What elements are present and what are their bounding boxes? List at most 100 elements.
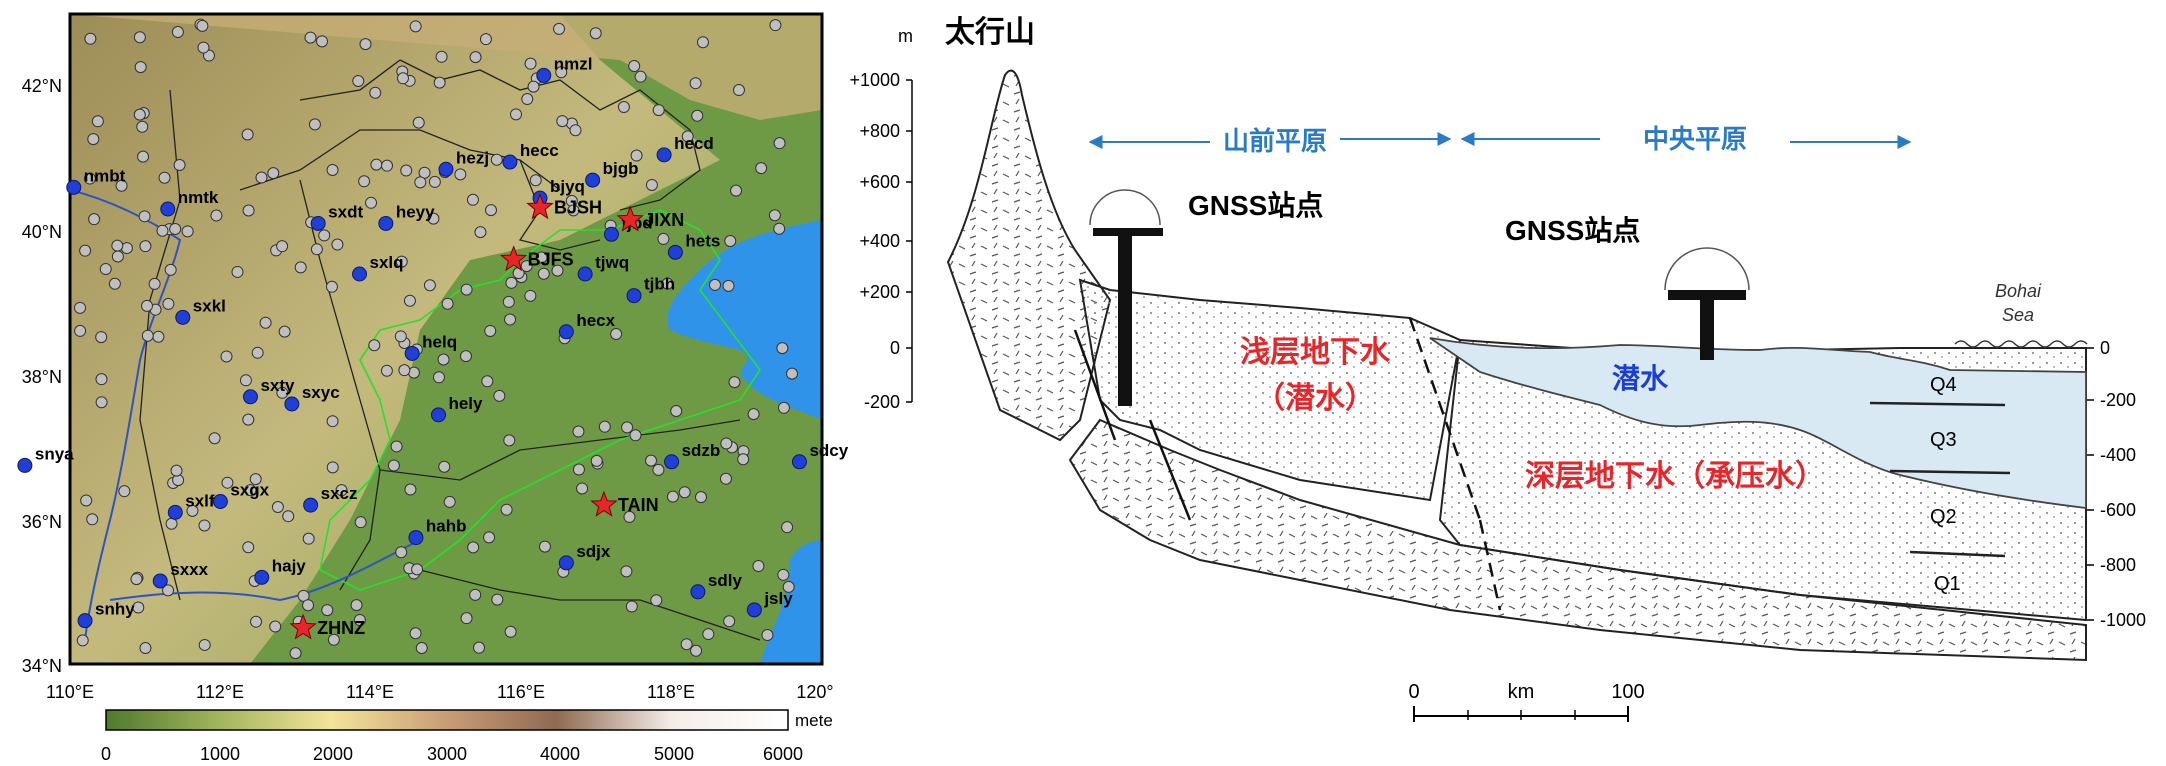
hydrogeologic-cross-section: 太行山 m +1000 +800 +600 +400 +200 0 -200 0 [849,16,2146,722]
grey-station-marker [242,541,255,554]
thrust-lines [1073,329,1192,521]
blue-station-label: hahb [426,517,467,536]
grey-station-marker [165,517,178,530]
blue-station-marker [656,147,672,163]
grey-station-marker [467,541,480,554]
grey-station-marker [282,510,295,523]
blue-station-marker [378,215,394,231]
grey-station-marker [720,437,733,450]
blue-station-label: snhy [95,600,135,619]
blue-station-marker [502,154,518,170]
grey-station-marker [95,373,108,386]
grey-station-marker [169,222,182,235]
grey-station-marker [537,267,550,280]
grey-station-marker [95,396,108,409]
grey-station-marker [141,329,154,342]
blue-station-label: heyy [396,202,435,221]
grey-station-marker [80,494,93,507]
grey-station-marker [259,316,272,329]
blue-station-label: tjwq [595,253,629,272]
grey-station-marker [395,255,408,268]
blue-station-marker [577,266,593,282]
grey-station-marker [271,500,284,513]
taihang-mountain [946,69,1112,442]
blue-station-marker [408,530,424,546]
grey-station-marker [678,486,691,499]
grey-station-marker [483,531,496,544]
colorbar-tick-3000: 3000 [427,744,467,764]
grey-station-marker [650,594,663,607]
blue-station-label: nmzl [554,54,593,73]
grey-station-marker [181,225,194,238]
grey-station-marker [380,364,393,377]
lon-tick-118: 118°E [647,682,695,702]
blue-station-label: hely [448,394,483,413]
right-axis-tick-marks [2086,347,2094,621]
grey-station-marker [173,159,186,172]
grey-station-marker [353,613,366,626]
grey-station-marker [427,212,440,225]
left-tick-0: 0 [890,338,900,358]
grey-station-marker [95,331,108,344]
grey-station-marker [359,38,372,51]
station-map: nmzl nmbt nmtk hezj hecc hecd bjgb bjyq sxdt heyy… [17,12,849,764]
grey-station-marker [625,600,638,613]
reference-star-label: BJFS [528,250,574,270]
grey-station-marker [241,128,254,141]
blue-station-label: sxty [260,376,295,395]
grey-station-marker [466,193,479,206]
grey-station-marker [645,454,658,467]
blue-station-marker [303,497,319,513]
grey-station-marker [551,264,564,277]
grey-station-marker [76,634,89,647]
grey-station-marker [84,32,97,45]
grey-station-marker [244,484,257,497]
grey-station-marker [396,72,409,85]
grey-station-marker [133,108,146,121]
blue-station-marker [746,602,762,618]
left-tick-800: +800 [859,121,900,141]
blue-station-label: sdzb [682,441,721,460]
reference-star-marker [526,193,554,220]
lat-tick-38: 38°N [22,367,62,387]
blue-station-marker [558,555,574,571]
grey-station-marker [572,425,585,438]
grey-station-marker [460,612,473,625]
grey-station-marker [435,50,448,63]
grey-station-marker [786,367,799,380]
grey-station-marker [504,625,517,638]
grey-station-marker [610,328,623,341]
grey-station-marker [520,260,533,273]
colorbar-tick-2000: 2000 [313,744,353,764]
reference-star-marker [289,613,317,640]
grey-station-marker [137,150,150,163]
grey-station-marker [433,76,446,89]
grey-station-marker [777,401,790,414]
grey-station-marker [454,168,467,181]
bedrock-basement [1068,418,2087,662]
grey-station-marker [723,615,736,628]
grey-station-marker [569,124,582,137]
grey-station-marker [138,210,151,223]
grey-station-marker [108,277,121,290]
grey-station-marker [661,277,674,290]
grey-station-marker [156,224,169,237]
scale-bar: 0 km 100 [1408,681,1645,722]
grey-station-marker [504,313,517,326]
grey-station-marker [694,491,707,504]
grey-station-marker [242,413,255,426]
bohai-sea [667,220,822,420]
blue-station-label: bjyq [550,177,585,196]
phreatic-water-zone [1429,337,2087,510]
reference-star-label: BJSH [554,198,602,218]
colorbar-tick-6000: 6000 [763,744,803,764]
colorbar-tick-5000: 5000 [654,744,694,764]
grey-station-marker [198,519,211,532]
blue-station-marker [254,569,270,585]
grey-station-marker [553,22,566,35]
grey-station-marker [576,482,589,495]
grey-station-marker [302,599,315,612]
blue-station-label: sdjx [576,542,611,561]
plain-front-label: 山前平原 [1223,126,1327,156]
grey-station-marker [747,408,760,421]
